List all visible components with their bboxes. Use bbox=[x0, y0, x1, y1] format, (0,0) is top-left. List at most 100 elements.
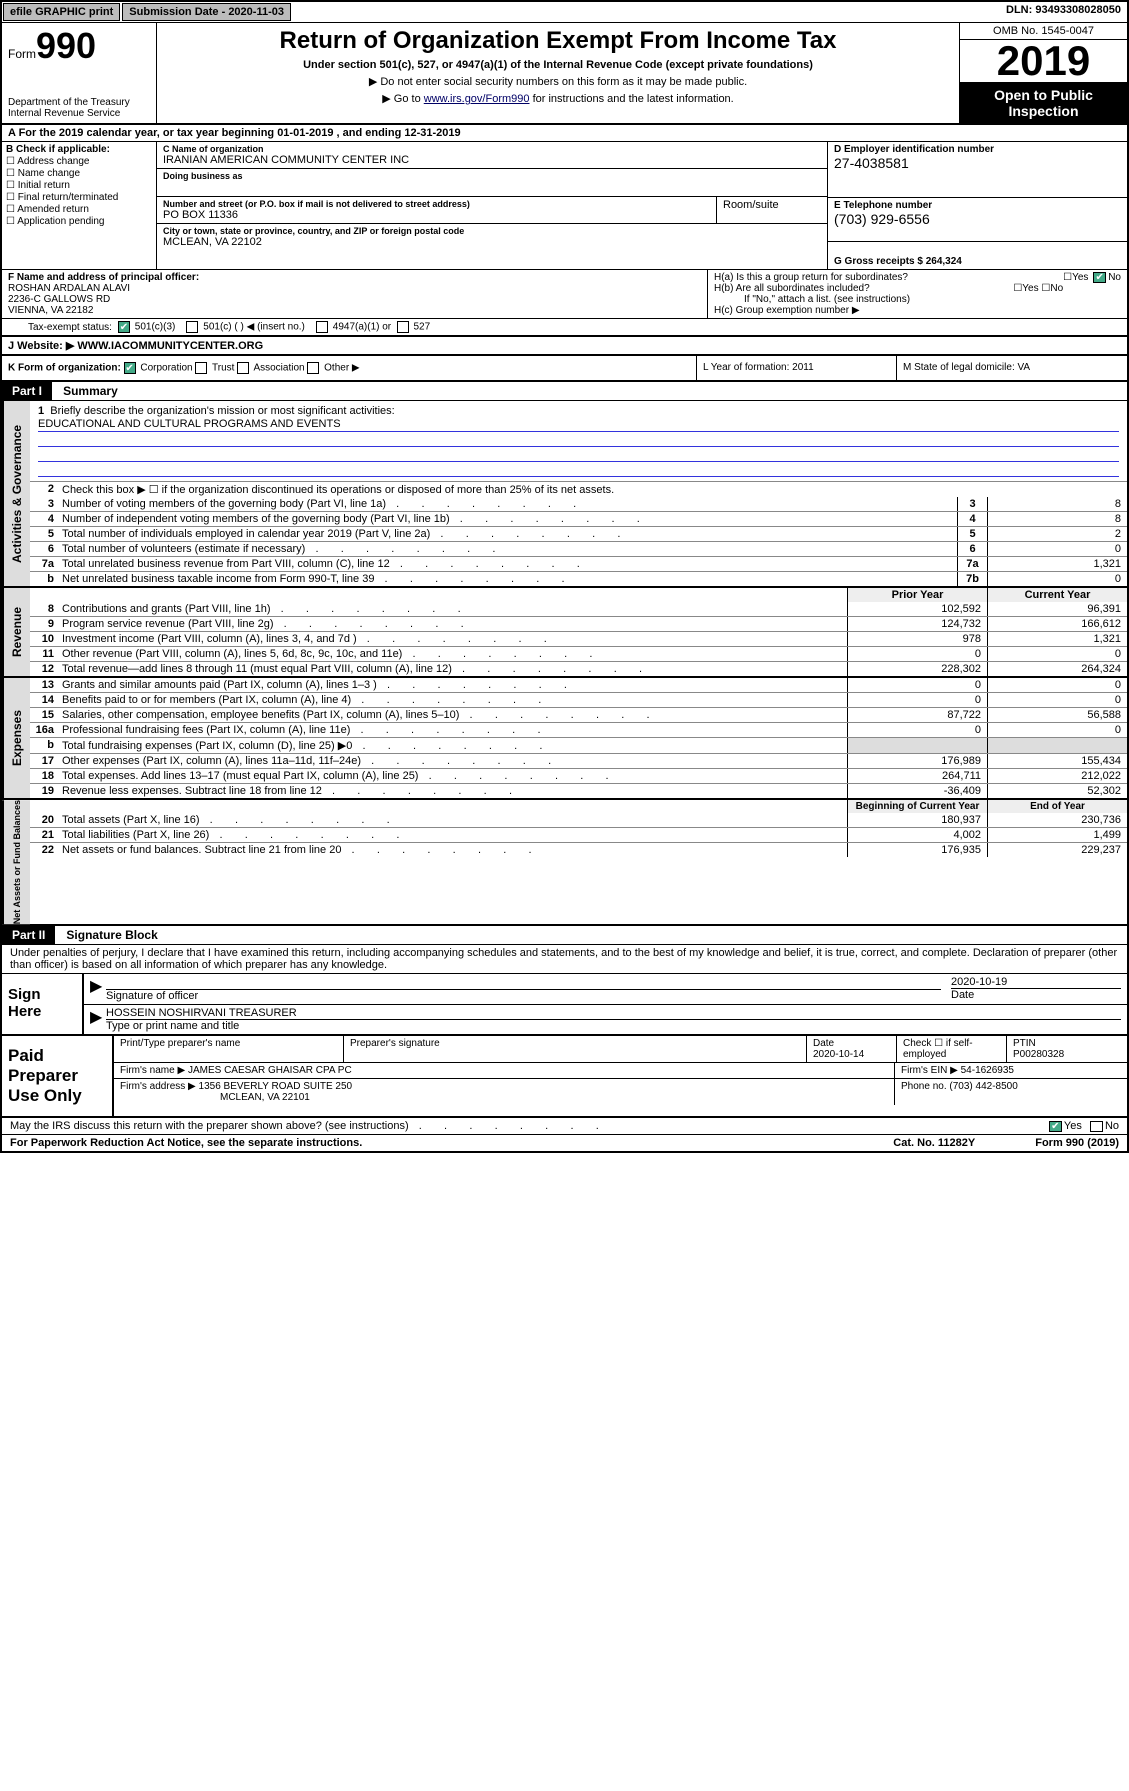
ein-label: D Employer identification number bbox=[834, 144, 1121, 155]
netassets-section: Net Assets or Fund Balances Beginning of… bbox=[2, 800, 1127, 926]
tax-year: 2019 bbox=[960, 40, 1127, 83]
discuss-yes-checkbox[interactable]: ✔ bbox=[1049, 1121, 1062, 1132]
h-b: H(b) Are all subordinates included? ☐Yes… bbox=[714, 283, 1121, 294]
footer-bottom: For Paperwork Reduction Act Notice, see … bbox=[2, 1135, 1127, 1151]
blocks-bcd: B Check if applicable: ☐ Address change … bbox=[2, 142, 1127, 270]
org-name-cell: C Name of organization IRANIAN AMERICAN … bbox=[157, 142, 827, 169]
perjury-text: Under penalties of perjury, I declare th… bbox=[2, 945, 1127, 973]
website-row: J Website: ▶ WWW.IACOMMUNITYCENTER.ORG bbox=[2, 336, 1127, 354]
period-row: A For the 2019 calendar year, or tax yea… bbox=[2, 125, 1127, 142]
mission-box: 1 Briefly describe the organization's mi… bbox=[30, 401, 1127, 481]
irs-link[interactable]: www.irs.gov/Form990 bbox=[424, 93, 530, 105]
part1-badge: Part I bbox=[2, 382, 52, 400]
block-d: D Employer identification number 27-4038… bbox=[827, 142, 1127, 269]
line-9: 9 Program service revenue (Part VIII, li… bbox=[30, 616, 1127, 631]
line-7a: 7a Total unrelated business revenue from… bbox=[30, 556, 1127, 571]
line-5: 5 Total number of individuals employed i… bbox=[30, 526, 1127, 541]
header-right: OMB No. 1545-0047 2019 Open to Public In… bbox=[959, 23, 1127, 123]
discuss-row: May the IRS discuss this return with the… bbox=[2, 1118, 1127, 1135]
block-h: H(a) Is this a group return for subordin… bbox=[707, 270, 1127, 318]
part1-title: Summary bbox=[55, 382, 126, 400]
line-2: 2 Check this box ▶ ☐ if the organization… bbox=[30, 481, 1127, 497]
chk-amended-return[interactable]: ☐ Amended return bbox=[6, 204, 152, 215]
officer-label: F Name and address of principal officer: bbox=[8, 272, 701, 283]
pycy-header-net: Beginning of Current Year End of Year bbox=[30, 800, 1127, 813]
chk-association[interactable] bbox=[237, 362, 249, 374]
chk-trust[interactable] bbox=[195, 362, 207, 374]
chk-application-pending[interactable]: ☐ Application pending bbox=[6, 216, 152, 227]
org-name-label: C Name of organization bbox=[163, 144, 821, 154]
officer-addr2: VIENNA, VA 22182 bbox=[8, 305, 701, 316]
street-label: Number and street (or P.O. box if mail i… bbox=[163, 199, 710, 209]
prep-date-col: Date2020-10-14 bbox=[807, 1036, 897, 1062]
part2-header-row: Part II Signature Block bbox=[2, 926, 1127, 945]
line-14: 14 Benefits paid to or for members (Part… bbox=[30, 692, 1127, 707]
prep-row-2: Firm's name ▶ JAMES CAESAR GHAISAR CPA P… bbox=[114, 1063, 1127, 1079]
website-value: WWW.IACOMMUNITYCENTER.ORG bbox=[77, 340, 263, 352]
chk-other[interactable] bbox=[307, 362, 319, 374]
chk-corporation[interactable] bbox=[124, 362, 136, 374]
org-name-value: IRANIAN AMERICAN COMMUNITY CENTER INC bbox=[163, 154, 821, 166]
block-b: B Check if applicable: ☐ Address change … bbox=[2, 142, 157, 269]
room-cell: Room/suite bbox=[717, 197, 827, 223]
tel-value: (703) 929-6556 bbox=[834, 211, 1121, 227]
sign-date-label: Date bbox=[951, 989, 1121, 1001]
top-toolbar: efile GRAPHIC print Submission Date - 20… bbox=[2, 2, 1127, 23]
line-10: 10 Investment income (Part VIII, column … bbox=[30, 631, 1127, 646]
blocks-fh: F Name and address of principal officer:… bbox=[2, 270, 1127, 318]
firm-addr-cell: Firm's address ▶ 1356 BEVERLY ROAD SUITE… bbox=[114, 1079, 895, 1105]
discuss-no-checkbox[interactable] bbox=[1090, 1121, 1103, 1132]
chk-4947[interactable] bbox=[316, 321, 328, 333]
chk-address-change[interactable]: ☐ Address change bbox=[6, 156, 152, 167]
h-a: H(a) Is this a group return for subordin… bbox=[714, 272, 1121, 283]
korg-row: K Form of organization: Corporation Trus… bbox=[2, 354, 1127, 382]
gross-cell: G Gross receipts $ 264,324 bbox=[828, 242, 1127, 269]
expenses-tab: Expenses bbox=[2, 678, 30, 798]
chk-527[interactable] bbox=[397, 321, 409, 333]
gross-label: G Gross receipts $ 264,324 bbox=[834, 256, 1121, 267]
form-note-ssn: ▶ Do not enter social security numbers o… bbox=[165, 75, 951, 88]
chk-final-return[interactable]: ☐ Final return/terminated bbox=[6, 192, 152, 203]
efile-print-button[interactable]: efile GRAPHIC print bbox=[3, 3, 120, 21]
department-label: Department of the Treasury Internal Reve… bbox=[8, 97, 150, 119]
part2-badge: Part II bbox=[2, 926, 55, 944]
line- b: b Net unrelated business taxable income … bbox=[30, 571, 1127, 586]
line-18: 18 Total expenses. Add lines 13–17 (must… bbox=[30, 768, 1127, 783]
submission-date-button[interactable]: Submission Date - 2020-11-03 bbox=[122, 3, 291, 21]
expenses-section: Expenses 13 Grants and similar amounts p… bbox=[2, 678, 1127, 800]
note2-pre: ▶ Go to bbox=[382, 93, 423, 105]
pycy-header-rev: Prior Year Current Year bbox=[30, 588, 1127, 602]
governance-tab: Activities & Governance bbox=[2, 401, 30, 586]
arrow-icon: ▶ bbox=[90, 976, 106, 1002]
l-year-formation: L Year of formation: 2011 bbox=[697, 356, 897, 380]
h-c: H(c) Group exemption number ▶ bbox=[714, 305, 1121, 316]
chk-501c[interactable] bbox=[186, 321, 198, 333]
line-11: 11 Other revenue (Part VIII, column (A),… bbox=[30, 646, 1127, 661]
block-c: C Name of organization IRANIAN AMERICAN … bbox=[157, 142, 827, 269]
prep-selfemp-col: Check ☐ if self-employed bbox=[897, 1036, 1007, 1062]
officer-name: ROSHAN ARDALAN ALAVI bbox=[8, 283, 701, 294]
tel-label: E Telephone number bbox=[834, 200, 1121, 211]
h-b-note: If "No," attach a list. (see instruction… bbox=[714, 294, 1121, 305]
part1-header-row: Part I Summary bbox=[2, 382, 1127, 401]
city-value: MCLEAN, VA 22102 bbox=[163, 236, 821, 248]
status-options: 501(c)(3) 501(c) ( ) ◀ (insert no.) 4947… bbox=[118, 321, 430, 333]
header-left: Form990 Department of the Treasury Inter… bbox=[2, 23, 157, 123]
revenue-section: Revenue Prior Year Current Year 8 Contri… bbox=[2, 588, 1127, 678]
prep-row-3: Firm's address ▶ 1356 BEVERLY ROAD SUITE… bbox=[114, 1079, 1127, 1105]
prep-sig-col: Preparer's signature bbox=[344, 1036, 807, 1062]
governance-body: 1 Briefly describe the organization's mi… bbox=[30, 401, 1127, 586]
k-org-form: K Form of organization: Corporation Trus… bbox=[2, 356, 697, 380]
sign-here-lines: ▶ Signature of officer 2020-10-19 Date ▶… bbox=[82, 974, 1127, 1034]
block-b-label: B Check if applicable: bbox=[6, 144, 152, 155]
room-label: Room/suite bbox=[723, 199, 821, 211]
chk-name-change[interactable]: ☐ Name change bbox=[6, 168, 152, 179]
website-label: J Website: ▶ bbox=[8, 340, 74, 352]
prep-ptin-col: PTINP00280328 bbox=[1007, 1036, 1127, 1062]
netassets-tab: Net Assets or Fund Balances bbox=[2, 800, 30, 924]
chk-initial-return[interactable]: ☐ Initial return bbox=[6, 180, 152, 191]
sign-here-label: Sign Here bbox=[2, 974, 82, 1034]
signature-label: Signature of officer bbox=[106, 990, 941, 1002]
dba-cell: Doing business as bbox=[157, 169, 827, 197]
chk-501c3[interactable] bbox=[118, 321, 130, 333]
